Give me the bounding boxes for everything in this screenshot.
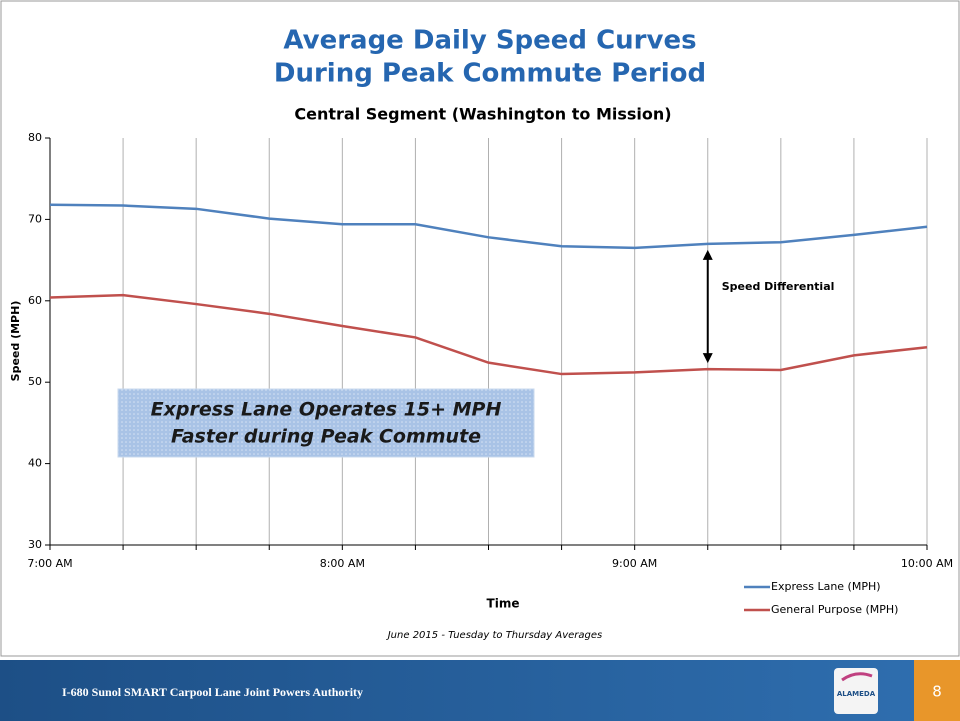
arrow-head bbox=[702, 353, 713, 364]
annotation: Express Lane Operates 15+ MPH bbox=[151, 399, 502, 421]
page-number: 8 bbox=[932, 683, 942, 701]
x-tick-label: 8:00 AM bbox=[320, 557, 365, 570]
x-tick-label: 10:00 AM bbox=[901, 557, 953, 570]
annotation: Faster during Peak Commute bbox=[171, 426, 481, 448]
chart-note: June 2015 - Tuesday to Thursday Averages bbox=[386, 630, 603, 641]
footer-text: I-680 Sunol SMART Carpool Lane Joint Pow… bbox=[62, 685, 363, 699]
y-tick-label: 40 bbox=[28, 457, 42, 470]
legend-label: General Purpose (MPH) bbox=[771, 603, 898, 616]
legend-label: Express Lane (MPH) bbox=[771, 580, 881, 593]
slide-border bbox=[0, 0, 960, 657]
chart-subtitle: Central Segment (Washington to Mission) bbox=[294, 105, 671, 124]
page-number-box bbox=[914, 660, 960, 721]
annotation: Speed Differential bbox=[722, 280, 835, 293]
series-line bbox=[49, 293, 928, 376]
y-tick-label: 50 bbox=[28, 375, 42, 388]
logo-text: ALAMEDA bbox=[837, 690, 876, 698]
x-axis-label: Time bbox=[487, 597, 520, 611]
y-tick-label: 60 bbox=[28, 294, 42, 307]
chart-title: During Peak Commute Period bbox=[274, 59, 706, 89]
series-line bbox=[49, 203, 928, 250]
annotation-box bbox=[117, 388, 535, 458]
arrow-head bbox=[702, 249, 713, 260]
chart-title: Average Daily Speed Curves bbox=[283, 26, 696, 56]
x-tick-label: 9:00 AM bbox=[612, 557, 657, 570]
y-axis-label: Speed (MPH) bbox=[9, 301, 22, 382]
footer-band bbox=[0, 660, 960, 721]
y-tick-label: 30 bbox=[28, 538, 42, 551]
logo-swoosh bbox=[841, 672, 873, 682]
y-tick-label: 80 bbox=[28, 131, 42, 144]
y-tick-label: 70 bbox=[28, 212, 42, 225]
x-tick-label: 7:00 AM bbox=[27, 557, 72, 570]
